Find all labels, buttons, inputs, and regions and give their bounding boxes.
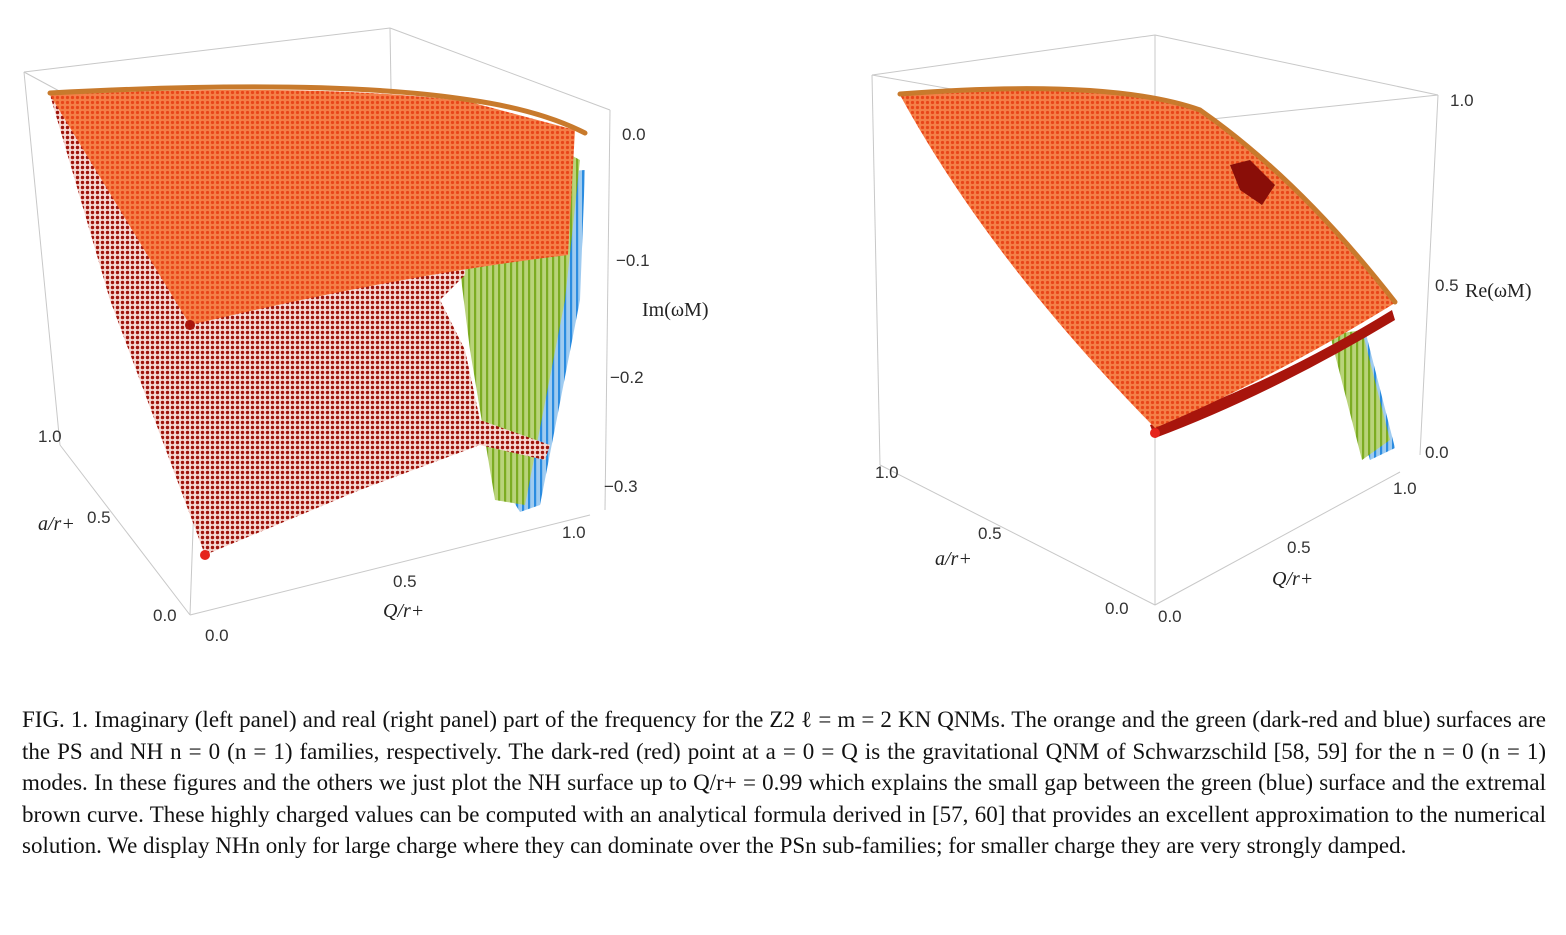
- left-z-axis-label: Im(ωM): [642, 299, 708, 321]
- figure-caption: FIG. 1. Imaginary (left panel) and real …: [22, 704, 1546, 862]
- left-schwarzschild-n0-point: [185, 320, 195, 330]
- right-z-tick: 0.5: [1435, 276, 1459, 295]
- right-schwarzschild-n1-point: [1150, 428, 1160, 438]
- caption-text: Imaginary (left panel) and real (right p…: [22, 707, 1546, 858]
- right-z-axis-label: Re(ωM): [1465, 280, 1531, 302]
- right-ps-n1-patch: [1230, 160, 1275, 205]
- left-z-axis: 0.0 −0.1 −0.2 −0.3 Im(ωM): [604, 125, 708, 496]
- left-z-tick: −0.3: [604, 477, 638, 496]
- left-z-tick: 0.0: [622, 125, 646, 144]
- left-q-tick: 1.0: [562, 523, 586, 542]
- right-extremal-curve: [897, 86, 1398, 305]
- right-z-tick: 0.0: [1425, 443, 1449, 462]
- left-z-tick: −0.1: [616, 251, 650, 270]
- right-a-axis-label: a/r+: [935, 548, 972, 570]
- right-a-tick: 0.0: [1105, 599, 1129, 618]
- left-schwarzschild-n1-point: [200, 550, 210, 560]
- right-z-axis: 1.0 0.5 0.0 Re(ωM): [1425, 91, 1531, 462]
- right-q-tick: 0.0: [1158, 607, 1182, 626]
- left-q-axis-label: Q/r+: [383, 600, 424, 622]
- left-extremal-curve: [47, 84, 588, 136]
- left-a-axis: 1.0 0.5 0.0 a/r+: [38, 427, 177, 625]
- left-q-tick: 0.0: [205, 626, 229, 645]
- right-q-axis-label: Q/r+: [1272, 568, 1313, 590]
- figure: 0.0 −0.1 −0.2 −0.3 Im(ωM) 1.0 0.5 0.0 a/…: [23, 27, 1531, 645]
- right-ps-n1-surface: [1150, 310, 1395, 438]
- left-ps-n0-surface: [50, 89, 575, 325]
- left-a-tick: 1.0: [38, 427, 62, 446]
- left-a-axis-label: a/r+: [38, 513, 75, 535]
- left-q-tick: 0.5: [393, 572, 417, 591]
- right-q-axis: 1.0 0.5 0.0 Q/r+: [1158, 479, 1417, 626]
- left-z-tick: −0.2: [610, 368, 644, 387]
- right-z-tick: 1.0: [1450, 91, 1474, 110]
- left-a-tick: 0.0: [153, 606, 177, 625]
- left-q-axis: 0.0 0.5 1.0 Q/r+: [205, 523, 586, 645]
- right-nh-n0-surface: [1330, 330, 1390, 460]
- right-ps-n0-surface: [900, 90, 1395, 428]
- right-a-tick: 1.0: [875, 463, 899, 482]
- left-panel: 0.0 −0.1 −0.2 −0.3 Im(ωM) 1.0 0.5 0.0 a/…: [23, 27, 708, 645]
- right-q-tick: 1.0: [1393, 479, 1417, 498]
- right-a-axis: 1.0 0.5 0.0 a/r+: [875, 463, 1129, 618]
- caption-lead: FIG. 1.: [22, 707, 89, 732]
- left-a-tick: 0.5: [87, 508, 111, 527]
- right-q-tick: 0.5: [1287, 538, 1311, 557]
- right-panel: 1.0 0.5 0.0 Re(ωM) 1.0 0.5 0.0 a/r+ 1.0 …: [871, 34, 1531, 626]
- right-a-tick: 0.5: [978, 524, 1002, 543]
